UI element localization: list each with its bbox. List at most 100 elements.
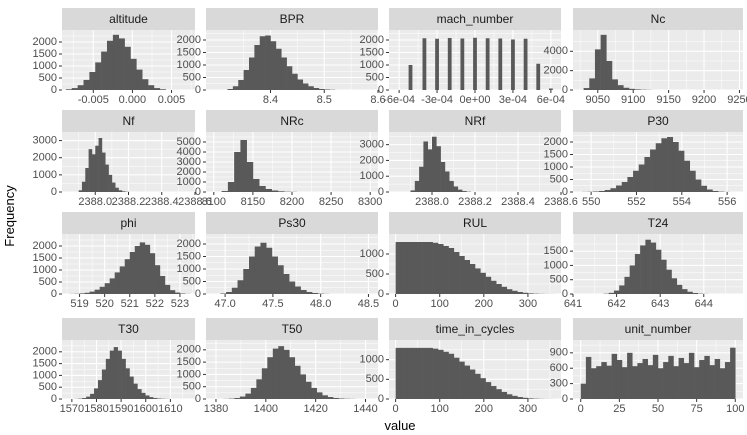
x-tick-label: 6e-04 [537, 94, 565, 106]
y-tick-label: 0 [562, 186, 568, 198]
y-tick-label: 3000 [177, 156, 201, 168]
histogram-bar [681, 289, 688, 294]
histogram-bar [416, 242, 423, 294]
y-tick-label: 2000 [33, 36, 57, 48]
histogram-bar [237, 280, 244, 294]
x-tick-label: 2388.6 [544, 196, 578, 208]
histogram-bar [411, 347, 418, 399]
facet-strip-label: time_in_cycles [436, 322, 515, 336]
histogram-bar [281, 57, 287, 90]
facet-strip-label: T50 [282, 322, 303, 336]
y-tick-label: 2000 [177, 238, 201, 250]
histogram-bar [148, 85, 155, 90]
histogram-bar [400, 242, 407, 294]
histogram-bar [596, 366, 602, 399]
histogram-bar [443, 351, 449, 399]
y-tick-label: 0 [51, 393, 57, 405]
histogram-bar [266, 247, 273, 294]
y-tick-label: 0 [51, 288, 57, 300]
y-tick-label: 1500 [177, 356, 201, 368]
histogram-bar [473, 37, 477, 90]
histogram-bar [124, 46, 131, 90]
y-tick-label: 0 [378, 288, 384, 300]
histogram-bar [611, 353, 618, 399]
histogram-bar [683, 363, 690, 399]
facet-strip [206, 318, 378, 340]
histogram-bar [142, 79, 149, 90]
x-tick-label: 0.000 [119, 94, 147, 106]
histogram-bar [141, 392, 146, 399]
histogram-bar [311, 387, 317, 399]
histogram-bar [591, 368, 597, 399]
x-axis-title: value [384, 418, 415, 433]
histogram-bar [657, 368, 664, 399]
x-tick-label: 2388.4 [145, 196, 179, 208]
histogram-bar [637, 363, 643, 399]
histogram-bar [517, 397, 523, 399]
x-tick-label: 9050 [586, 94, 610, 106]
histogram-bar [678, 357, 685, 399]
histogram-bar [480, 378, 486, 399]
histogram-bar [272, 348, 279, 399]
histogram-bar [99, 286, 105, 294]
facet-panel-unit-number: unit_number 0 25 50 75 100 0 300 600 900 [550, 318, 744, 415]
y-tick-label: 500 [366, 268, 384, 280]
x-tick-label: 300 [519, 403, 537, 415]
x-tick-label: 9100 [621, 94, 645, 106]
histogram-bar [121, 191, 126, 192]
x-tick-label: 2388.0 [78, 196, 112, 208]
histogram-bar [283, 274, 290, 294]
histogram-bar [289, 357, 296, 399]
histogram-bar [437, 244, 444, 294]
y-tick-label: 1000 [33, 169, 57, 181]
y-tick-label: 1000 [177, 59, 201, 71]
histogram-bar [627, 177, 634, 192]
x-tick-label: 48.5 [358, 298, 379, 310]
x-tick-label: 641 [564, 298, 582, 310]
y-tick-label: 500 [39, 381, 57, 393]
histogram-bar [137, 389, 142, 399]
histogram-bar [427, 242, 433, 294]
histogram-bar [498, 38, 503, 90]
histogram-bar [443, 246, 449, 294]
histogram-bar [400, 347, 407, 399]
histogram-bar [104, 283, 110, 294]
facet-strip [389, 212, 561, 234]
histogram-bar [82, 398, 87, 399]
histogram-bar [259, 36, 266, 90]
y-tick-label: 1000 [360, 248, 384, 260]
histogram-bar [260, 242, 267, 294]
histogram-bar [447, 38, 452, 90]
histogram-bar [522, 292, 529, 294]
histogram-bar [457, 189, 463, 192]
x-tick-label: 2388.2 [112, 196, 146, 208]
y-tick-label: 3000 [33, 134, 57, 146]
y-tick-label: 2000 [360, 154, 384, 166]
x-tick-label: 300 [519, 298, 537, 310]
histogram-bar [475, 373, 481, 399]
histogram-bar [580, 383, 587, 399]
histogram-bar [459, 256, 465, 294]
facet-panel-T24: T24 641 642 643 644 0 500 1000 1500 [544, 212, 743, 310]
x-tick-label: 1400 [254, 403, 278, 415]
histogram-bar [117, 350, 122, 399]
histogram-bar [610, 188, 617, 192]
y-tick-label: 4000 [177, 146, 201, 158]
histogram-bar [129, 376, 134, 399]
facet-strip-label: Nf [123, 114, 136, 128]
histogram-bar [95, 145, 99, 192]
histogram-bar [164, 284, 171, 294]
histogram-bar [65, 89, 73, 90]
y-tick-label: 500 [550, 274, 568, 286]
histogram-bar [613, 290, 620, 294]
facet-strip-label: P30 [647, 114, 669, 128]
x-tick-label: 200 [475, 403, 493, 415]
histogram-bar [227, 89, 234, 90]
histogram-bar [469, 369, 476, 399]
histogram-bar [243, 269, 250, 294]
x-tick-label: 100 [726, 403, 744, 415]
